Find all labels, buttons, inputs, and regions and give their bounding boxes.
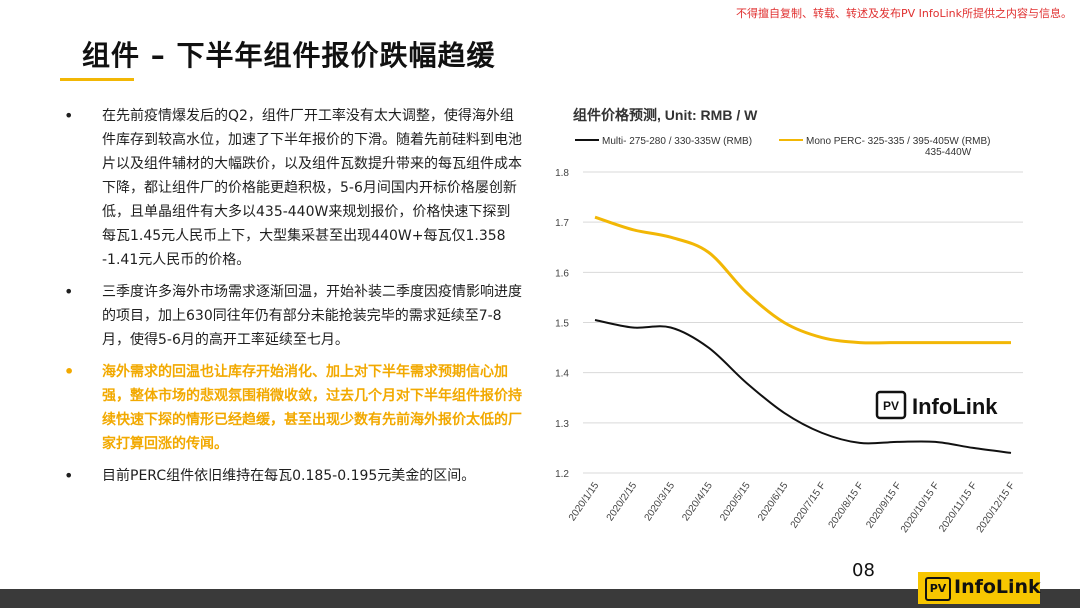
page-title: 组件 – 下半年组件报价跌幅趋缓 <box>82 39 496 72</box>
y-tick-label: 1.2 <box>555 469 569 480</box>
chart-lines <box>594 215 1012 454</box>
bullet-item: 目前PERC组件依旧维持在每瓦0.185-0.195元美金的区间。 <box>62 464 522 488</box>
series-line-mono-perc <box>594 215 1011 345</box>
x-tick-label: 2020/9/15 F <box>864 480 904 530</box>
y-tick-label: 1.4 <box>555 369 569 380</box>
x-tick-label: 2020/6/15 <box>756 480 791 523</box>
x-tick-label: 2020/3/15 <box>643 480 678 523</box>
x-tick-label: 2020/11/15 F <box>937 480 979 534</box>
legend-label-mono-extra: 435-440W <box>925 147 972 158</box>
chart-svg: 组件价格预测, Unit: RMB / W Multi- 275-280 / 3… <box>555 107 1023 535</box>
footer-logo: PV InfoLink <box>918 572 1041 604</box>
y-axis-ticks: 1.2 1.3 1.4 1.5 1.6 1.7 1.8 <box>555 168 569 480</box>
footer-logo-text: InfoLink <box>954 576 1041 598</box>
x-tick-label: 2020/2/15 <box>605 480 640 523</box>
series-line-multi <box>594 319 1012 454</box>
x-axis-ticks: 2020/1/15 2020/2/15 2020/3/15 2020/4/15 2020… <box>567 480 1018 535</box>
footer-bar <box>0 589 1080 608</box>
x-tick-label: 2020/1/15 <box>567 480 602 523</box>
page-number: 08 <box>852 560 875 581</box>
x-tick-label: 2020/10/15 F <box>899 480 942 535</box>
y-tick-label: 1.5 <box>555 319 569 330</box>
chart-watermark-logo: PV InfoLink <box>875 390 998 420</box>
x-tick-label: 2020/5/15 <box>718 480 753 523</box>
chart-title: 组件价格预测, Unit: RMB / W <box>573 107 758 123</box>
x-tick-label: 2020/12/15 F <box>975 480 1018 535</box>
x-tick-label: 2020/4/15 <box>680 480 715 523</box>
watermark-badge-box <box>875 390 907 420</box>
bullet-item-highlight: 海外需求的回温也让库存开始消化、加上对下半年需求预期信心加强，整体市场的悲观氛围… <box>62 360 522 456</box>
chart-grid <box>583 171 1023 474</box>
x-tick-label: 2020/8/15 F <box>827 480 867 530</box>
y-tick-label: 1.7 <box>555 218 569 229</box>
price-chart: 组件价格预测, Unit: RMB / W Multi- 275-280 / 3… <box>535 95 1055 545</box>
watermark-badge: PV <box>883 399 899 413</box>
watermark-brand: InfoLink <box>912 394 998 419</box>
bullet-item: 在先前疫情爆发后的Q2，组件厂开工率没有太大调整，使得海外组件库存到较高水位，加… <box>62 104 522 272</box>
legend-label-mono: Mono PERC- 325-335 / 395-405W (RMB) <box>806 136 991 147</box>
x-tick-label: 2020/7/15 F <box>789 480 829 530</box>
y-tick-label: 1.6 <box>555 268 569 279</box>
footer-logo-badge: PV <box>925 577 951 601</box>
legend-label-multi: Multi- 275-280 / 330-335W (RMB) <box>602 136 752 147</box>
y-tick-label: 1.8 <box>555 168 569 179</box>
copyright-notice: 不得擅自复制、转载、转述及发布PV InfoLink所提供之内容与信息。 <box>736 7 1072 20</box>
y-tick-label: 1.3 <box>555 419 569 430</box>
title-underline <box>60 78 134 81</box>
bullet-list: 在先前疫情爆发后的Q2，组件厂开工率没有太大调整，使得海外组件库存到较高水位，加… <box>62 104 522 496</box>
bullet-item: 三季度许多海外市场需求逐渐回温，开始补装二季度因疫情影响进度的项目，加上630同… <box>62 280 522 352</box>
